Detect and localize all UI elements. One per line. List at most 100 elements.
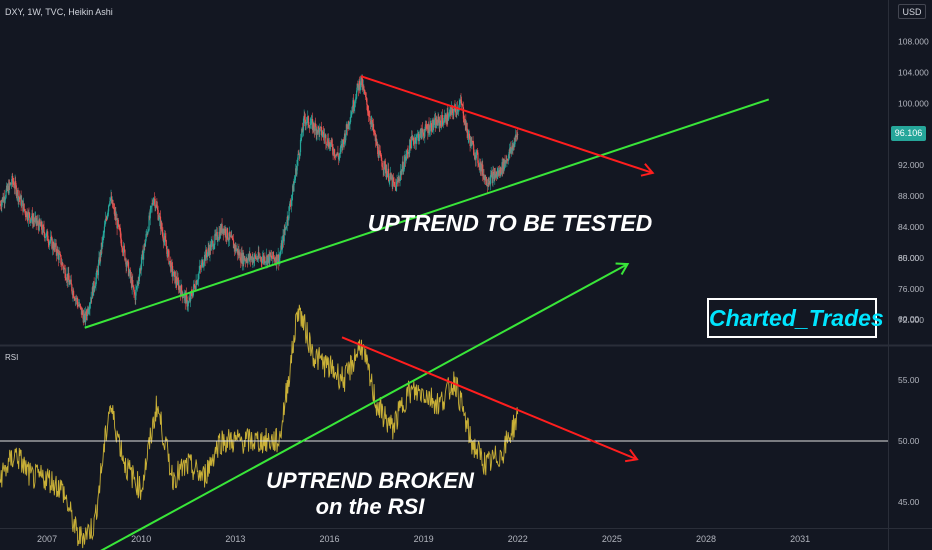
candle-body <box>499 169 501 173</box>
candle-body <box>225 229 227 237</box>
candle-body <box>188 300 190 303</box>
candle-body <box>502 159 504 172</box>
candle <box>315 124 317 140</box>
candle-body <box>296 165 298 175</box>
candle-body <box>266 255 268 264</box>
candle <box>94 285 96 292</box>
candle-body <box>194 288 197 290</box>
candle-body <box>54 243 56 247</box>
candle <box>314 120 316 136</box>
candle-body <box>165 239 167 247</box>
candle-body <box>92 281 95 296</box>
candle-body <box>325 143 328 145</box>
candle <box>40 218 42 227</box>
candle-body <box>332 150 334 154</box>
candle-body <box>353 106 355 109</box>
candle-body <box>420 128 422 139</box>
candle-body <box>383 161 385 170</box>
candle-body <box>216 231 218 241</box>
candle-body <box>49 240 51 242</box>
candle <box>505 154 507 164</box>
candle-body <box>482 164 484 176</box>
candle <box>117 217 119 230</box>
candle <box>462 103 464 114</box>
candle <box>174 271 176 285</box>
candle-body <box>468 133 471 139</box>
candle-body <box>360 75 363 86</box>
candle-body <box>244 259 247 261</box>
candle-body <box>88 310 90 313</box>
candle-body <box>393 181 395 183</box>
candle <box>190 290 192 308</box>
candle-body <box>433 124 435 128</box>
candle <box>384 158 387 178</box>
candle-body <box>30 219 32 222</box>
candle-body <box>375 138 377 141</box>
candle <box>249 247 251 265</box>
upper-annotation: UPTREND TO BE TESTED <box>367 210 653 236</box>
rsi-trendline-green-arrowhead <box>615 262 630 275</box>
candle-body <box>505 161 507 164</box>
candle <box>193 283 195 288</box>
candle <box>118 224 120 228</box>
candle <box>461 103 463 106</box>
candle-body <box>39 223 42 227</box>
candle <box>134 292 136 305</box>
candle <box>296 159 298 177</box>
candle <box>175 270 177 288</box>
candle <box>449 107 451 116</box>
candle-body <box>494 173 496 179</box>
candle-body <box>263 255 265 261</box>
currency-selector[interactable]: USD <box>898 4 926 19</box>
rsi-panel-label[interactable]: RSI <box>5 353 19 362</box>
candle-body <box>305 122 308 123</box>
candle-body <box>71 284 73 292</box>
candle-body <box>430 123 433 131</box>
candle-body <box>316 130 319 134</box>
candle <box>117 217 119 229</box>
candle <box>337 153 340 166</box>
candle-body <box>401 169 403 175</box>
candle <box>268 249 270 268</box>
candle-body <box>29 217 31 222</box>
candle-body <box>461 104 463 106</box>
candle <box>464 118 466 131</box>
candle-body <box>171 262 173 267</box>
candle <box>505 160 507 168</box>
candle <box>205 247 207 259</box>
candle-body <box>249 254 252 260</box>
candle-body <box>312 122 314 131</box>
candle <box>279 245 282 256</box>
candle <box>369 110 371 125</box>
candle-body <box>76 297 78 300</box>
candle <box>314 117 317 128</box>
candle <box>235 247 238 252</box>
candle-body <box>348 123 350 126</box>
candle-body <box>310 123 312 125</box>
candle-body <box>422 132 424 134</box>
candle <box>219 226 221 241</box>
candle-body <box>94 285 96 288</box>
candle <box>234 243 236 257</box>
candle <box>132 273 134 287</box>
candle <box>185 290 187 304</box>
candle <box>264 252 266 266</box>
candle <box>419 128 422 135</box>
candle-body <box>369 120 372 125</box>
symbol-label[interactable]: DXY, 1W, TVC, Heikin Ashi <box>5 7 113 17</box>
candle <box>108 204 110 217</box>
candle <box>203 251 206 267</box>
candle <box>33 217 35 227</box>
time-tick-label: 2007 <box>37 534 57 544</box>
candle <box>275 252 277 271</box>
candle-body <box>197 279 199 282</box>
candle-body <box>41 221 43 230</box>
candle <box>323 127 325 144</box>
candle <box>189 292 191 303</box>
candle <box>321 121 323 141</box>
candle <box>78 302 80 308</box>
candle-body <box>231 235 233 238</box>
candle-body <box>319 126 322 128</box>
candle <box>48 239 50 247</box>
